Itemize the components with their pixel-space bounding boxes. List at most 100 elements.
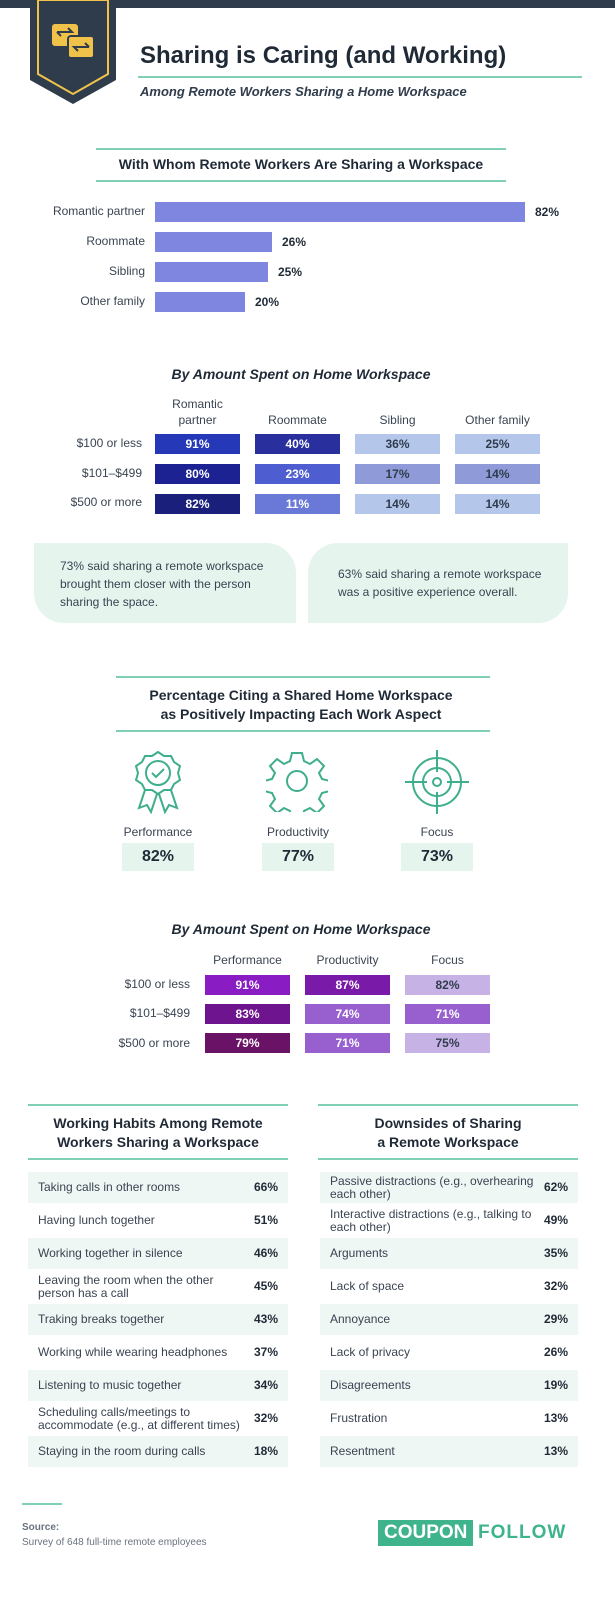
list-item-label: Working while wearing headphones [38,1345,228,1359]
table-cell: 14% [355,494,440,514]
target-icon [405,750,469,814]
list-item: Scheduling calls/meetings to accommodate… [28,1403,288,1434]
row-label: $500 or more [118,1036,190,1050]
page-subtitle: Among Remote Workers Sharing a Home Work… [140,84,467,99]
list-item-value: 37% [253,1345,278,1359]
table-cell: 75% [405,1033,490,1053]
list-item-label: Working together in silence [38,1246,183,1260]
list-item: Passive distractions (e.g., overhearing … [320,1172,578,1203]
bar-label: Roommate [86,234,145,248]
table-cell: 91% [205,975,290,995]
list-item-value: 46% [253,1246,278,1260]
bar [155,232,272,252]
list-item-label: Scheduling calls/meetings to accommodate… [38,1404,240,1432]
footer-rule [22,1503,62,1505]
who-chart-title: With Whom Remote Workers Are Sharing a W… [118,156,484,172]
impact-label: Focus [420,825,454,839]
list-item: Working while wearing headphones 37% [28,1337,288,1368]
bar-label: Other family [80,294,145,308]
downsides-title-line2: a Remote Workspace [377,1134,519,1150]
list-item: Taking calls in other rooms 66% [28,1172,288,1203]
logo-coupon: COUPON [378,1520,474,1546]
table-cell: 36% [355,434,440,454]
list-item: Interactive distractions (e.g., talking … [320,1205,578,1236]
table-cell: 83% [205,1004,290,1024]
column-header: Focus [431,953,464,967]
table-cell: 25% [455,434,540,454]
list-item-label: Frustration [330,1411,388,1425]
list-item-value: 13% [543,1444,568,1458]
callout-closer: 73% said sharing a remote workspace brou… [34,543,296,623]
table-cell: 79% [205,1033,290,1053]
list-item-value: 45% [253,1279,278,1293]
list-item-label: Disagreements [330,1378,411,1392]
list-item-value: 32% [253,1411,278,1425]
list-item-label: Lack of privacy [330,1345,411,1359]
logo-follow: FOLLOW [478,1522,567,1543]
bar-value-label: 82% [535,205,560,219]
list-item: Listening to music together 34% [28,1370,288,1401]
downsides-title-line1: Downsides of Sharing [374,1115,522,1131]
table-cell: 80% [155,464,240,484]
spend-table-title: By Amount Spent on Home Workspace [171,366,431,382]
list-item-label: Listening to music together [38,1378,182,1392]
habits-title-line1: Working Habits Among Remote [53,1115,263,1131]
table-cell: 11% [255,494,340,514]
page-title: Sharing is Caring (and Working) [140,42,507,69]
list-item: Frustration 13% [320,1403,578,1434]
ribbon-icon [134,750,182,814]
row-label: $500 or more [70,495,142,509]
list-item-value: 66% [253,1180,278,1194]
list-item-label: Staying in the room during calls [38,1444,206,1458]
list-item-label: Traking breaks together [38,1312,165,1326]
list-item: Staying in the room during calls 18% [28,1436,288,1467]
impact-label: Productivity [266,825,330,839]
column-header: Sibling [379,413,416,427]
table-cell: 14% [455,494,540,514]
bar-value-label: 26% [282,235,307,249]
bar [155,292,245,312]
list-item: Arguments 35% [320,1238,578,1269]
table-cell: 14% [455,464,540,484]
list-item-label: Leaving the room when the other person h… [38,1272,214,1300]
callout-positive: 63% said sharing a remote workspace was … [308,543,568,623]
table-cell: 87% [305,975,390,995]
list-item: Leaving the room when the other person h… [28,1271,288,1302]
bar [155,202,525,222]
column-header: Other family [465,413,530,427]
list-item-value: 29% [543,1312,568,1326]
bar-label: Sibling [108,264,145,278]
section-rule-bottom [96,180,506,182]
list-item: Resentment 13% [320,1436,578,1467]
impact-value: 82% [122,843,194,871]
table-cell: 74% [305,1004,390,1024]
list-item: Having lunch together 51% [28,1205,288,1236]
list-item: Annoyance 29% [320,1304,578,1335]
impact-label: Performance [123,825,193,839]
section-rule-bottom [116,730,490,732]
list-item: Lack of privacy 26% [320,1337,578,1368]
list-item-label: Lack of space [330,1279,405,1293]
gear-icon [266,752,328,812]
row-label: $100 or less [76,436,142,450]
table-cell: 40% [255,434,340,454]
title-rule [138,76,582,78]
section-rule-top [116,676,490,678]
section-rule-top [318,1104,578,1106]
section-rule-top [28,1104,288,1106]
habits-title-line2: Workers Sharing a Workspace [57,1134,259,1150]
list-item-value: 32% [543,1279,568,1293]
downsides-list: Passive distractions (e.g., overhearing … [320,1172,578,1467]
list-item-value: 35% [543,1246,568,1260]
list-item-value: 26% [543,1345,568,1359]
list-item: Lack of space 32% [320,1271,578,1302]
column-header: Roommate [268,413,327,427]
section-rule-top [96,148,506,150]
column-header: Productivity [316,953,379,967]
table-cell: 91% [155,434,240,454]
source-label: Source: [22,1522,60,1533]
list-item-value: 49% [543,1213,568,1227]
section-rule-bottom [318,1158,578,1160]
source-text: Survey of 648 full-time remote employees [22,1537,207,1548]
list-item-value: 13% [543,1411,568,1425]
